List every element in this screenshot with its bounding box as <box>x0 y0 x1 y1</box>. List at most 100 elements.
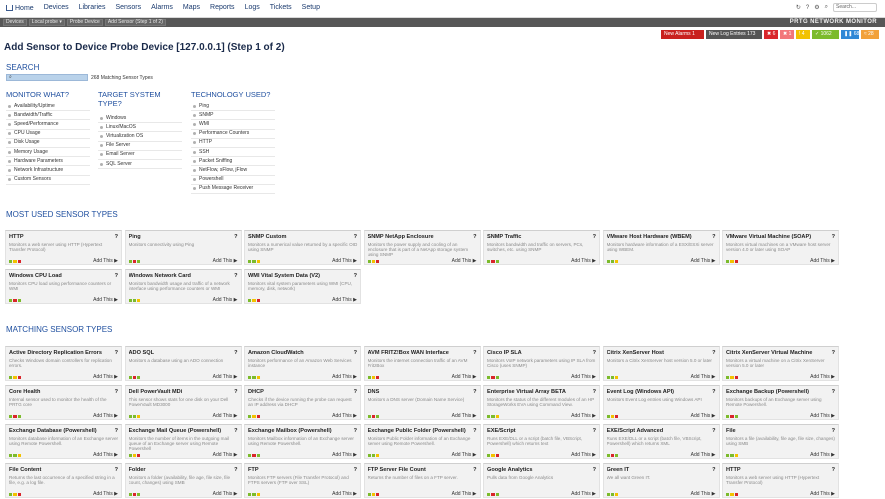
filter-option[interactable]: Linux/MacOS <box>98 123 182 133</box>
sensor-type-card[interactable]: EXE/Script? Runs EXE/DLL or a script (bat… <box>483 424 600 459</box>
help-icon[interactable]: ? <box>592 234 596 240</box>
sensor-type-card[interactable]: File? Monitors a file (availability, file… <box>722 424 839 459</box>
filter-option[interactable]: File Server <box>98 142 182 151</box>
filter-option[interactable]: Email Server <box>98 151 182 160</box>
filter-option[interactable]: Memory Usage <box>6 148 90 158</box>
sensor-type-card[interactable]: Core Health? Internal sensor used to moni… <box>5 385 122 420</box>
filter-option[interactable]: Virtualization OS <box>98 132 182 142</box>
help-icon[interactable]: ? <box>473 350 477 356</box>
help-icon[interactable]: ? <box>712 234 716 240</box>
add-this-button[interactable]: Add This ▶ <box>810 374 835 380</box>
filter-option[interactable]: Windows <box>98 114 182 124</box>
nav-libraries[interactable]: Libraries <box>78 4 106 11</box>
help-icon[interactable]: ? <box>234 428 238 434</box>
status-paused-badge[interactable]: ❚❚ 68 <box>841 30 859 39</box>
add-this-button[interactable]: Add This ▶ <box>93 297 118 303</box>
add-this-button[interactable]: Add This ▶ <box>93 374 118 380</box>
new-log-entries-badge[interactable]: New Log Entries 173 <box>706 30 762 39</box>
add-this-button[interactable]: Add This ▶ <box>571 374 596 380</box>
sensor-type-card[interactable]: Event Log (Windows API)? Monitors Event L… <box>602 385 720 420</box>
sensor-type-card[interactable]: Citrix XenServer Host? Monitors a Citrix … <box>602 346 720 381</box>
sensor-type-card[interactable]: VMware Host Hardware (WBEM)? Monitors har… <box>602 230 720 265</box>
nav-sensors[interactable]: Sensors <box>115 4 142 11</box>
sensor-type-card[interactable]: FTP? Monitors FTP servers (File Transfer … <box>244 463 361 498</box>
add-this-button[interactable]: Add This ▶ <box>451 452 477 458</box>
nav-devices[interactable]: Devices <box>43 4 69 11</box>
sensor-type-card[interactable]: Active Directory Replication Errors? Chec… <box>5 346 122 381</box>
add-this-button[interactable]: Add This ▶ <box>451 374 477 380</box>
help-icon[interactable]: ? <box>234 467 238 473</box>
sensor-type-card[interactable]: SNMP Traffic? Monitors bandwidth and traf… <box>483 230 600 265</box>
add-this-button[interactable]: Add This ▶ <box>690 374 716 380</box>
sensor-type-card[interactable]: Exchange Database (Powershell)? Monitors … <box>5 424 122 459</box>
help-icon[interactable]: ? <box>712 467 716 473</box>
sensor-type-card[interactable]: ADO SQL? Monitors a database using an ADO… <box>124 346 242 381</box>
filter-option[interactable]: Performance Counters <box>191 130 275 139</box>
help-icon[interactable]: ? <box>353 273 357 279</box>
sensor-type-card[interactable]: Enterprise Virtual Array BETA? Monitors t… <box>483 385 600 420</box>
sensor-type-card[interactable]: SNMP Custom? Monitors a numerical value r… <box>244 230 361 265</box>
breadcrumb-item-probe-device[interactable]: Probe Device <box>66 19 103 26</box>
sensor-type-card[interactable]: DHCP? Checks if the device running the pr… <box>244 385 361 420</box>
help-icon[interactable]: ? <box>831 234 835 240</box>
help-icon[interactable]: ? <box>712 428 716 434</box>
add-this-button[interactable]: Add This ▶ <box>212 374 238 380</box>
refresh-icon[interactable]: ↻ <box>795 5 801 11</box>
help-icon[interactable]: ? <box>712 350 716 356</box>
filter-option[interactable]: Powershell <box>191 176 275 185</box>
help-icon[interactable]: ? <box>353 389 357 395</box>
breadcrumb-item-local-probe[interactable]: Local probe ▾ <box>28 19 65 26</box>
help-icon[interactable]: ? <box>114 389 118 395</box>
sensor-type-card[interactable]: EXE/Script Advanced? Runs EXE/DLL or a sc… <box>602 424 720 459</box>
sensor-type-card[interactable]: AVM FRITZ!Box WAN Interface? Monitors the… <box>363 346 481 381</box>
add-this-button[interactable]: Add This ▶ <box>212 413 238 419</box>
help-icon[interactable]: ? <box>831 428 835 434</box>
status-warning-badge[interactable]: ! 4 <box>796 30 810 39</box>
add-this-button[interactable]: Add This ▶ <box>332 413 357 419</box>
filter-option[interactable]: Custom Sensors <box>6 176 90 185</box>
add-this-button[interactable]: Add This ▶ <box>690 258 716 264</box>
filter-option[interactable]: Push Message Receiver <box>191 185 275 194</box>
sensor-type-card[interactable]: Exchange Public Folder (Powershell)? Moni… <box>363 424 481 459</box>
add-this-button[interactable]: Add This ▶ <box>212 297 238 303</box>
nav-setup[interactable]: Setup <box>301 4 320 11</box>
add-this-button[interactable]: Add This ▶ <box>571 258 596 264</box>
add-this-button[interactable]: Add This ▶ <box>212 258 238 264</box>
help-icon[interactable]: ? <box>114 273 118 279</box>
sensor-type-card[interactable]: Cisco IP SLA? Monitors VoIP network param… <box>483 346 600 381</box>
add-this-button[interactable]: Add This ▶ <box>212 452 238 458</box>
add-this-button[interactable]: Add This ▶ <box>810 258 835 264</box>
sensor-type-card[interactable]: Green IT? We all want Green IT. Add This ▶ <box>602 463 720 498</box>
filter-option[interactable]: SQL Server <box>98 160 182 170</box>
add-this-button[interactable]: Add This ▶ <box>451 491 477 497</box>
nav-tickets[interactable]: Tickets <box>269 4 292 11</box>
filter-option[interactable]: Availability/Uptime <box>6 102 90 112</box>
nav-maps[interactable]: Maps <box>182 4 201 11</box>
add-this-button[interactable]: Add This ▶ <box>212 491 238 497</box>
sensor-type-card[interactable]: Windows Network Card? Monitors bandwidth … <box>124 269 242 304</box>
add-this-button[interactable]: Add This ▶ <box>332 258 357 264</box>
sensor-type-card[interactable]: Folder? Monitors a folder (availability, … <box>124 463 242 498</box>
add-this-button[interactable]: Add This ▶ <box>810 413 835 419</box>
help-icon[interactable]: ? <box>353 428 357 434</box>
add-this-button[interactable]: Add This ▶ <box>332 491 357 497</box>
sensor-type-card[interactable]: Exchange Backup (Powershell)? Monitors ba… <box>722 385 839 420</box>
sensor-type-card[interactable]: WMI Vital System Data (V2)? Monitors vita… <box>244 269 361 304</box>
nav-alarms[interactable]: Alarms <box>151 4 173 11</box>
sensor-type-card[interactable]: Ping? Monitors connectivity using Ping Add… <box>124 230 242 265</box>
nav-home[interactable]: Home <box>6 4 34 12</box>
filter-option[interactable]: SNMP <box>191 111 275 121</box>
add-this-button[interactable]: Add This ▶ <box>332 452 357 458</box>
help-icon[interactable]: ? <box>114 234 118 240</box>
breadcrumb-item-devices[interactable]: Devices <box>3 19 27 26</box>
add-this-button[interactable]: Add This ▶ <box>451 258 477 264</box>
help-icon[interactable]: ? <box>805 4 810 11</box>
sensor-search-input[interactable]: ⌕ <box>6 74 88 81</box>
help-icon[interactable]: ? <box>592 467 596 473</box>
add-this-button[interactable]: Add This ▶ <box>451 413 477 419</box>
help-icon[interactable]: ? <box>353 467 357 473</box>
filter-option[interactable]: CPU Usage <box>6 130 90 139</box>
filter-option[interactable]: HTTP <box>191 139 275 148</box>
add-this-button[interactable]: Add This ▶ <box>690 413 716 419</box>
add-this-button[interactable]: Add This ▶ <box>93 491 118 497</box>
